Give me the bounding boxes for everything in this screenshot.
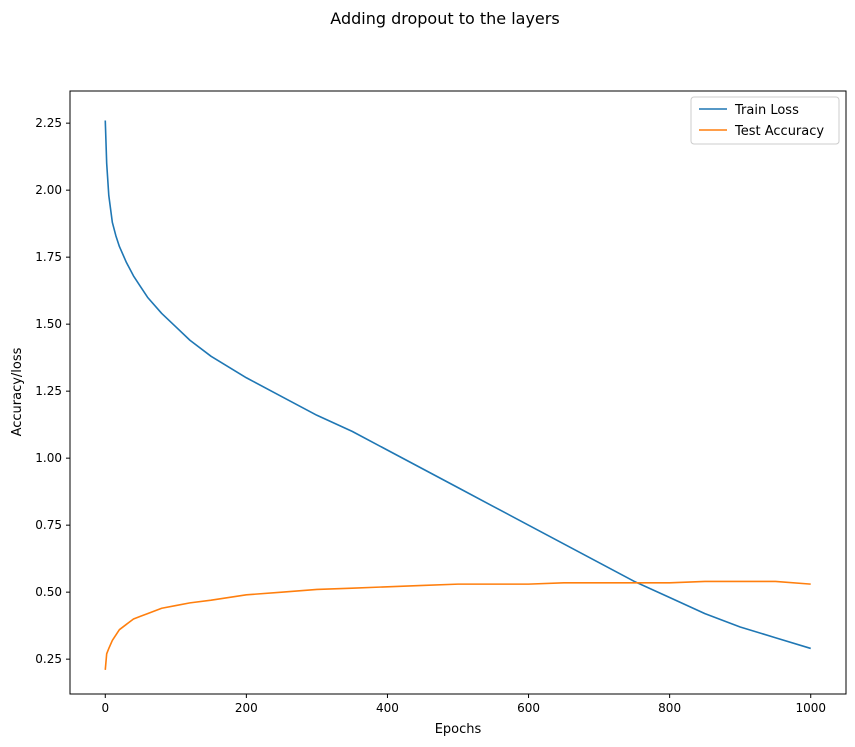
y-axis-label: Accuracy/loss <box>10 347 25 436</box>
plot-frame <box>69 90 847 695</box>
plot-lines <box>104 120 811 670</box>
legend: Train Loss Test Accuracy <box>690 96 840 145</box>
series-line-test-accuracy <box>104 580 811 670</box>
chart-title: Adding dropout to the layers <box>330 9 559 28</box>
x-tick-label: 600 <box>517 701 540 715</box>
y-tick-label: 0.75 <box>35 518 62 532</box>
x-tick-label: 800 <box>658 701 681 715</box>
x-axis: 0 200 400 600 800 1000 <box>101 694 826 715</box>
y-axis: 0.25 0.50 0.75 1.00 1.25 1.50 1.75 2.00 2.25 <box>35 116 70 666</box>
y-tick-label: 1.00 <box>35 451 62 465</box>
y-tick-label: 1.50 <box>35 317 62 331</box>
y-tick-label: 0.25 <box>35 652 62 666</box>
legend-box <box>690 96 840 145</box>
x-tick-label: 0 <box>101 701 109 715</box>
x-tick-label: 400 <box>376 701 399 715</box>
plot-area <box>70 91 846 694</box>
legend-label: Test Accuracy <box>734 124 824 139</box>
series-line-train-loss <box>104 120 811 650</box>
y-tick-label: 1.75 <box>35 250 62 264</box>
y-tick-label: 2.25 <box>35 116 62 130</box>
y-tick-label: 2.00 <box>35 183 62 197</box>
x-axis-label: Epochs <box>435 722 482 737</box>
x-tick-label: 200 <box>235 701 258 715</box>
legend-label: Train Loss <box>734 103 799 118</box>
y-tick-label: 1.25 <box>35 384 62 398</box>
x-tick-label: 1000 <box>795 701 826 715</box>
y-tick-label: 0.50 <box>35 585 62 599</box>
